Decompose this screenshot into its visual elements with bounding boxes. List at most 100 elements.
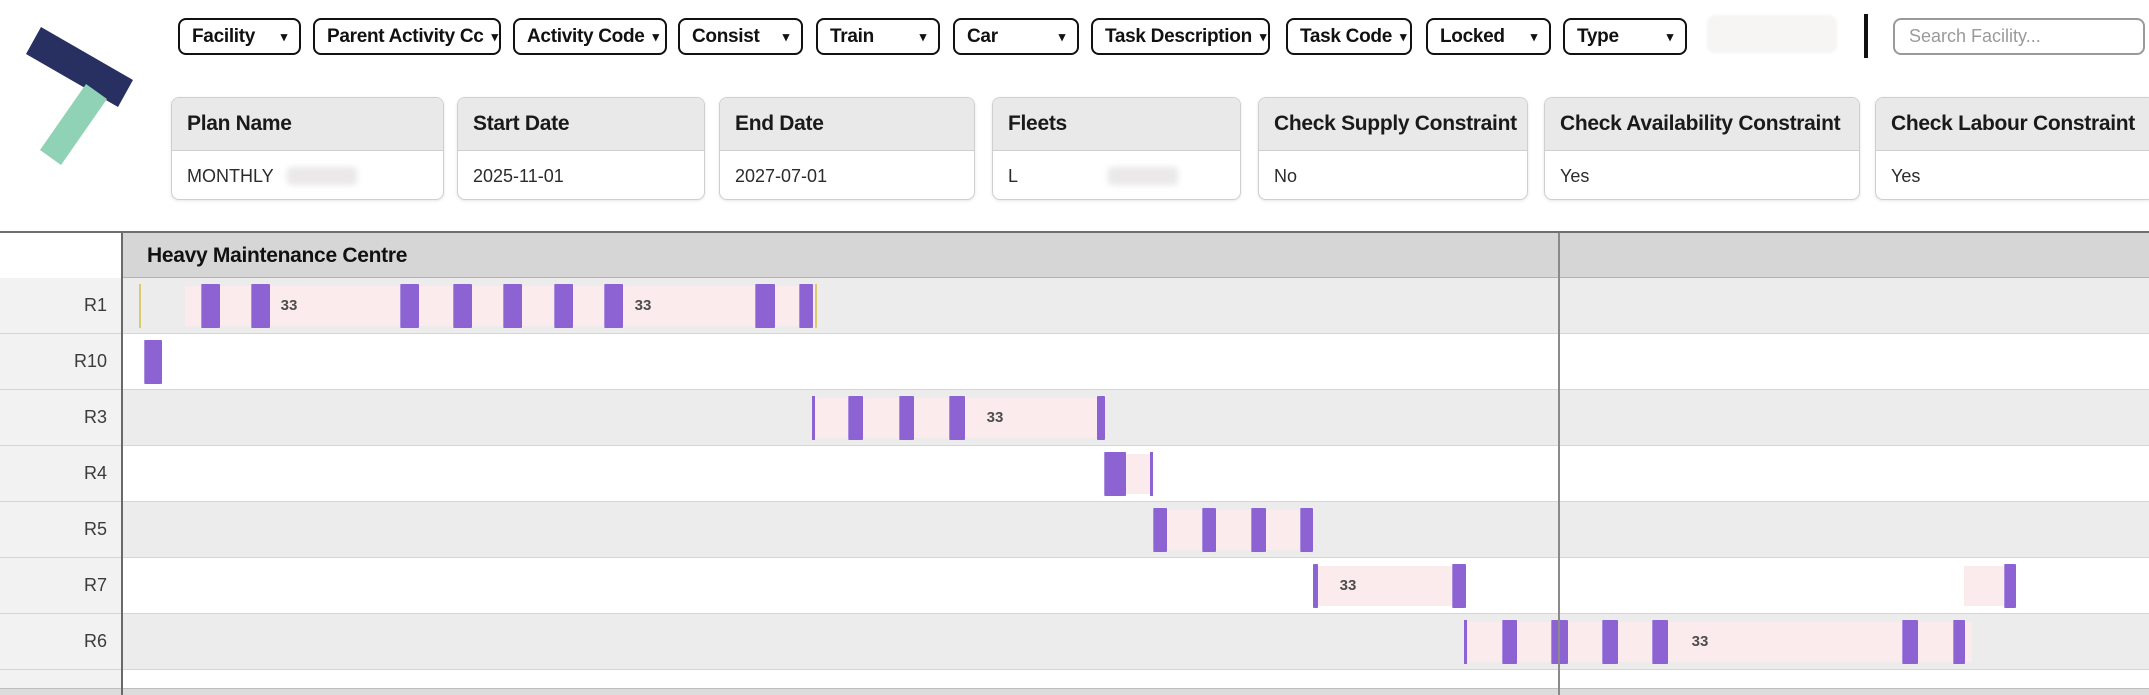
gantt-current-date-line <box>1558 233 1560 695</box>
gantt-range-band[interactable] <box>1153 510 1313 550</box>
filter-locked[interactable]: Locked ▾ <box>1426 18 1551 55</box>
gantt-task-bar[interactable] <box>899 396 914 440</box>
card-title: Start Date <box>458 98 704 151</box>
filter-consist[interactable]: Consist ▾ <box>678 18 803 55</box>
gantt-task-bar[interactable] <box>1902 620 1918 664</box>
filter-label: Train <box>830 25 874 47</box>
gantt-task-bar[interactable] <box>604 284 623 328</box>
gantt-yellow-tick <box>815 284 817 328</box>
gantt-yellow-tick <box>139 284 141 328</box>
gantt-range-band[interactable] <box>1317 566 1452 606</box>
gantt-top-border <box>0 231 2149 233</box>
gantt-task-bar[interactable] <box>1300 508 1313 552</box>
gantt-task-bar[interactable] <box>144 340 162 384</box>
faded-button[interactable] <box>1707 15 1837 53</box>
filter-label: Task Description <box>1105 25 1252 47</box>
gantt-bar-label: 33 <box>986 409 1004 426</box>
gantt-task-bar[interactable] <box>400 284 419 328</box>
gantt-task-bar[interactable] <box>201 284 220 328</box>
filter-car[interactable]: Car ▾ <box>953 18 1079 55</box>
row-label-r1: R1 <box>0 278 121 334</box>
filter-facility[interactable]: Facility ▾ <box>178 18 301 55</box>
app-logo <box>26 27 133 165</box>
chevron-down-icon: ▾ <box>1530 28 1538 44</box>
card-title: Fleets <box>993 98 1240 151</box>
gantt-purple-tick <box>812 396 815 440</box>
gantt-task-bar[interactable] <box>1953 620 1965 664</box>
chevron-down-icon: ▾ <box>491 28 499 44</box>
filter-label: Facility <box>192 25 256 47</box>
filter-label: Activity Code <box>527 25 645 47</box>
gantt-group-header: Heavy Maintenance Centre <box>123 233 2149 278</box>
filter-type[interactable]: Type ▾ <box>1563 18 1687 55</box>
gantt-task-bar[interactable] <box>1452 564 1466 608</box>
card-value: MONTHLY <box>172 151 443 199</box>
gantt-task-bar[interactable] <box>1153 508 1167 552</box>
gantt-task-bar[interactable] <box>1097 396 1105 440</box>
chevron-down-icon: ▾ <box>1666 28 1674 44</box>
gantt-task-bar[interactable] <box>1652 620 1668 664</box>
chevron-down-icon: ▾ <box>1259 28 1267 44</box>
filter-activity-code[interactable]: Activity Code ▾ <box>513 18 667 55</box>
gantt-task-bar[interactable] <box>1313 564 1318 608</box>
gantt-bar-label: 33 <box>634 297 652 314</box>
card-check-availability-constraint: Check Availability Constraint Yes <box>1544 97 1860 200</box>
filter-label: Consist <box>692 25 760 47</box>
row-r3 <box>123 390 2149 446</box>
chevron-down-icon: ▾ <box>919 28 927 44</box>
card-title: Check Supply Constraint <box>1259 98 1527 151</box>
filter-parent-activity-cc[interactable]: Parent Activity Cc ▾ <box>313 18 501 55</box>
row-r7 <box>123 558 2149 614</box>
gantt-purple-tick <box>1150 452 1153 496</box>
card-value: 2027-07-01 <box>735 165 828 186</box>
toolbar-divider <box>1864 14 1868 58</box>
gantt-task-bar[interactable] <box>1502 620 1517 664</box>
filter-train[interactable]: Train ▾ <box>816 18 940 55</box>
chevron-down-icon: ▾ <box>652 28 660 44</box>
card-value: No <box>1274 165 1298 186</box>
chevron-down-icon: ▾ <box>1399 28 1407 44</box>
row-r10 <box>123 334 2149 390</box>
filter-task-code[interactable]: Task Code ▾ <box>1286 18 1412 55</box>
card-fleets: Fleets L <box>992 97 1241 200</box>
gantt-task-bar[interactable] <box>251 284 270 328</box>
card-end-date: End Date 2027-07-01 <box>719 97 975 200</box>
card-value: 2025-11-01 <box>473 165 564 186</box>
gantt-task-bar[interactable] <box>554 284 573 328</box>
row-r5 <box>123 502 2149 558</box>
gantt-task-bar[interactable] <box>949 396 965 440</box>
gantt-range-band[interactable] <box>185 286 815 326</box>
logo-navy-bar <box>26 27 133 107</box>
gantt-task-bar[interactable] <box>2004 564 2016 608</box>
gantt-range-band[interactable] <box>1964 566 2004 606</box>
gantt-task-bar[interactable] <box>799 284 813 328</box>
gantt-task-bar[interactable] <box>848 396 863 440</box>
gantt-task-bar[interactable] <box>1104 452 1126 496</box>
gantt-bar-label: 33 <box>1691 633 1709 650</box>
search-facility-input[interactable] <box>1893 18 2145 55</box>
card-start-date: Start Date 2025-11-01 <box>457 97 705 200</box>
row-label-r5: R5 <box>0 502 121 558</box>
gantt-task-bar[interactable] <box>453 284 472 328</box>
gantt-column-divider <box>121 233 123 695</box>
card-value: Yes <box>1891 165 1921 186</box>
filter-label: Parent Activity Cc <box>327 25 484 47</box>
card-plan-name: Plan Name MONTHLY <box>171 97 444 200</box>
card-title: Check Labour Constraint <box>1876 98 2149 151</box>
card-title: Check Availability Constraint <box>1545 98 1859 151</box>
gantt-task-bar[interactable] <box>755 284 775 328</box>
card-title: End Date <box>720 98 974 151</box>
gantt-task-bar[interactable] <box>1202 508 1216 552</box>
row-label-r6: R6 <box>0 614 121 670</box>
row-label-r3: R3 <box>0 390 121 446</box>
card-value: L <box>993 151 1240 199</box>
filter-label: Task Code <box>1300 25 1392 47</box>
filter-task-description[interactable]: Task Description ▾ <box>1091 18 1270 55</box>
gantt-task-bar[interactable] <box>503 284 522 328</box>
gantt-bar-label: 33 <box>1339 577 1357 594</box>
redacted-smudge <box>1108 167 1178 185</box>
gantt-task-bar[interactable] <box>1602 620 1618 664</box>
gantt-task-bar[interactable] <box>1251 508 1266 552</box>
gantt-bar-label: 33 <box>280 297 298 314</box>
